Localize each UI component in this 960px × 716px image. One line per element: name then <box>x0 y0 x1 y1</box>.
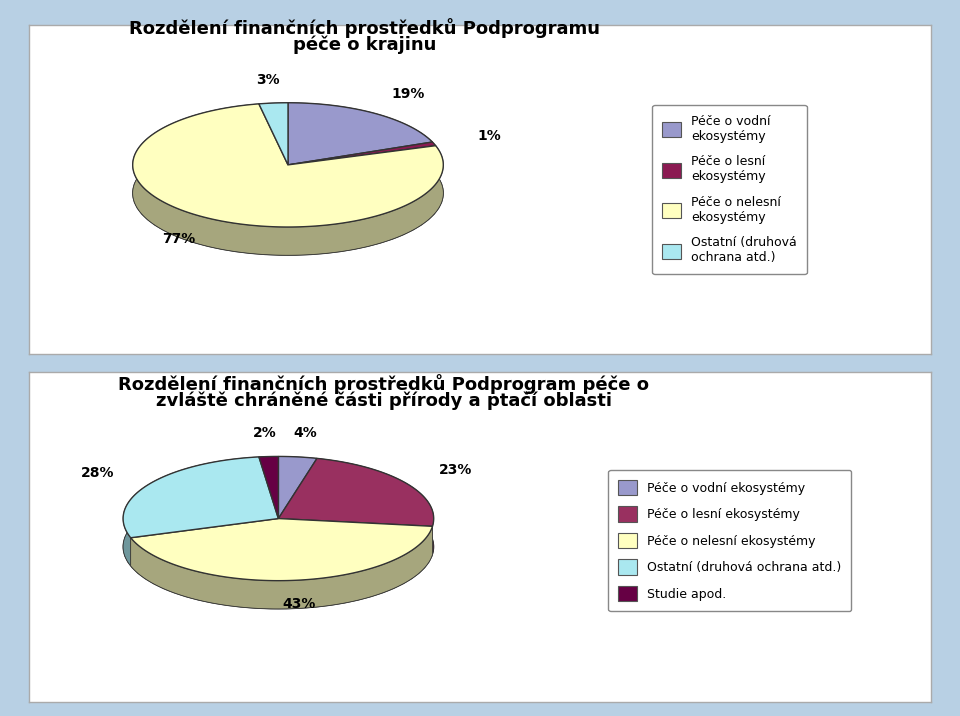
Polygon shape <box>288 103 432 170</box>
Polygon shape <box>259 456 278 518</box>
Polygon shape <box>259 103 288 165</box>
Polygon shape <box>317 458 434 555</box>
Polygon shape <box>278 456 317 518</box>
Text: Rozdělení finančních prostředků Podprogram péče o: Rozdělení finančních prostředků Podprogr… <box>118 374 650 394</box>
Polygon shape <box>259 103 288 132</box>
Polygon shape <box>123 457 278 538</box>
Polygon shape <box>278 458 434 526</box>
Ellipse shape <box>132 131 444 255</box>
Legend: Péče o vodní
ekosystémy, Péče o lesní
ekosystémy, Péče o nelesní
ekosystémy, Ost: Péče o vodní ekosystémy, Péče o lesní ek… <box>653 105 806 274</box>
Text: 23%: 23% <box>439 463 472 478</box>
Text: 3%: 3% <box>256 72 279 87</box>
Legend: Péče o vodní ekosystémy, Péče o lesní ekosystémy, Péče o nelesní ekosystémy, Ost: Péče o vodní ekosystémy, Péče o lesní ek… <box>608 470 852 611</box>
Polygon shape <box>132 104 444 255</box>
Text: 43%: 43% <box>282 597 315 611</box>
Text: 1%: 1% <box>478 129 501 143</box>
Polygon shape <box>288 142 436 165</box>
Text: 77%: 77% <box>162 232 196 246</box>
Text: péče o krajinu: péče o krajinu <box>293 36 437 54</box>
Text: 19%: 19% <box>392 87 425 101</box>
Polygon shape <box>123 457 259 566</box>
Text: 28%: 28% <box>81 465 114 480</box>
Polygon shape <box>131 518 432 581</box>
Text: 2%: 2% <box>253 426 276 440</box>
Polygon shape <box>432 142 436 174</box>
Polygon shape <box>132 104 444 227</box>
Text: zvláště chráněné části přírody a ptačí oblasti: zvláště chráněné části přírody a ptačí o… <box>156 392 612 410</box>
Polygon shape <box>259 456 278 485</box>
Text: Rozdělení finančních prostředků Podprogramu: Rozdělení finančních prostředků Podprogr… <box>130 18 600 38</box>
Polygon shape <box>288 103 432 165</box>
Text: 4%: 4% <box>294 427 317 440</box>
Polygon shape <box>131 526 432 609</box>
Ellipse shape <box>123 485 434 609</box>
Polygon shape <box>278 456 317 487</box>
